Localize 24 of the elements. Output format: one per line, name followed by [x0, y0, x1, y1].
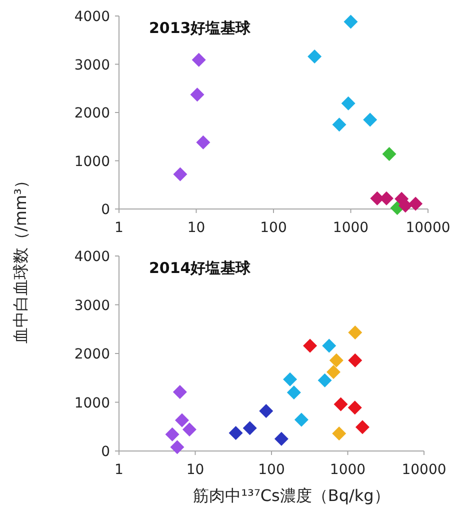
- x-tick-label: 1000: [330, 462, 366, 478]
- y-tick-label: 2000: [74, 106, 110, 122]
- chart-title: 2013好塩基球: [149, 19, 252, 37]
- x-tick-label: 1: [114, 220, 124, 236]
- y-tick-label: 1000: [74, 154, 110, 170]
- y-tick-label: 2000: [74, 346, 110, 362]
- x-tick-label: 10000: [402, 462, 446, 478]
- y-tick-label: 4000: [74, 9, 110, 25]
- x-tick-label: 100: [260, 220, 287, 236]
- y-tick-label: 3000: [74, 57, 110, 74]
- x-tick-label: 10: [187, 220, 206, 236]
- y-tick-label: 1000: [74, 395, 110, 412]
- y-tick-label: 4000: [74, 249, 110, 265]
- y-tick-label: 3000: [74, 298, 110, 314]
- x-tick-label: 10000: [406, 220, 450, 236]
- x-tick-label: 1: [114, 462, 124, 478]
- y-tick-label: 0: [101, 202, 110, 218]
- x-axis-title: 筋肉中¹³⁷Cs濃度（Bq/kg）: [193, 486, 390, 505]
- y-tick-label: 0: [101, 444, 110, 460]
- x-tick-label: 1000: [332, 220, 369, 236]
- x-tick-label: 10: [186, 462, 204, 478]
- chart-title: 2014好塩基球: [149, 259, 252, 277]
- y-axis-title: 血中白血球数（/mm³）: [11, 172, 30, 344]
- x-tick-label: 100: [258, 462, 285, 478]
